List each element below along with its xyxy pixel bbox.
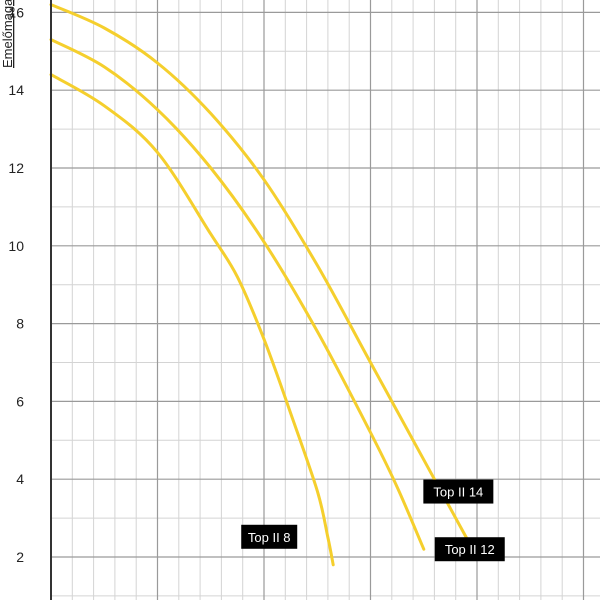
series-label-top-ii-14: Top II 14 <box>433 485 483 500</box>
y-tick-label: 4 <box>16 471 24 487</box>
y-tick-label: 10 <box>8 238 24 254</box>
y-tick-label: 16 <box>8 4 24 20</box>
major-grid <box>51 0 600 600</box>
series-line-top-ii-12 <box>49 38 426 551</box>
series-label-box-top-ii-12 <box>434 537 505 562</box>
y-tick-labels: 2 4 6 8 10 12 14 16 <box>8 4 24 565</box>
series-line-top-ii-14 <box>49 3 468 539</box>
series-label-box-top-ii-14 <box>423 479 494 504</box>
series-label-top-ii-8: Top II 8 <box>248 530 291 545</box>
series-lines <box>49 3 468 567</box>
y-tick-label: 12 <box>8 160 24 176</box>
series-labels: Top II 8 Top II 12 Top II 14 <box>241 479 505 562</box>
series-label-top-ii-12: Top II 12 <box>445 542 495 557</box>
y-tick-label: 14 <box>8 82 24 98</box>
y-tick-label: 8 <box>16 316 24 332</box>
y-tick-label: 2 <box>16 549 24 565</box>
y-axis-label: Emelőmagasság <box>0 0 15 68</box>
y-tick-label: 6 <box>16 393 24 409</box>
series-label-box-top-ii-8 <box>241 524 298 549</box>
series-line-top-ii-8 <box>49 73 335 567</box>
